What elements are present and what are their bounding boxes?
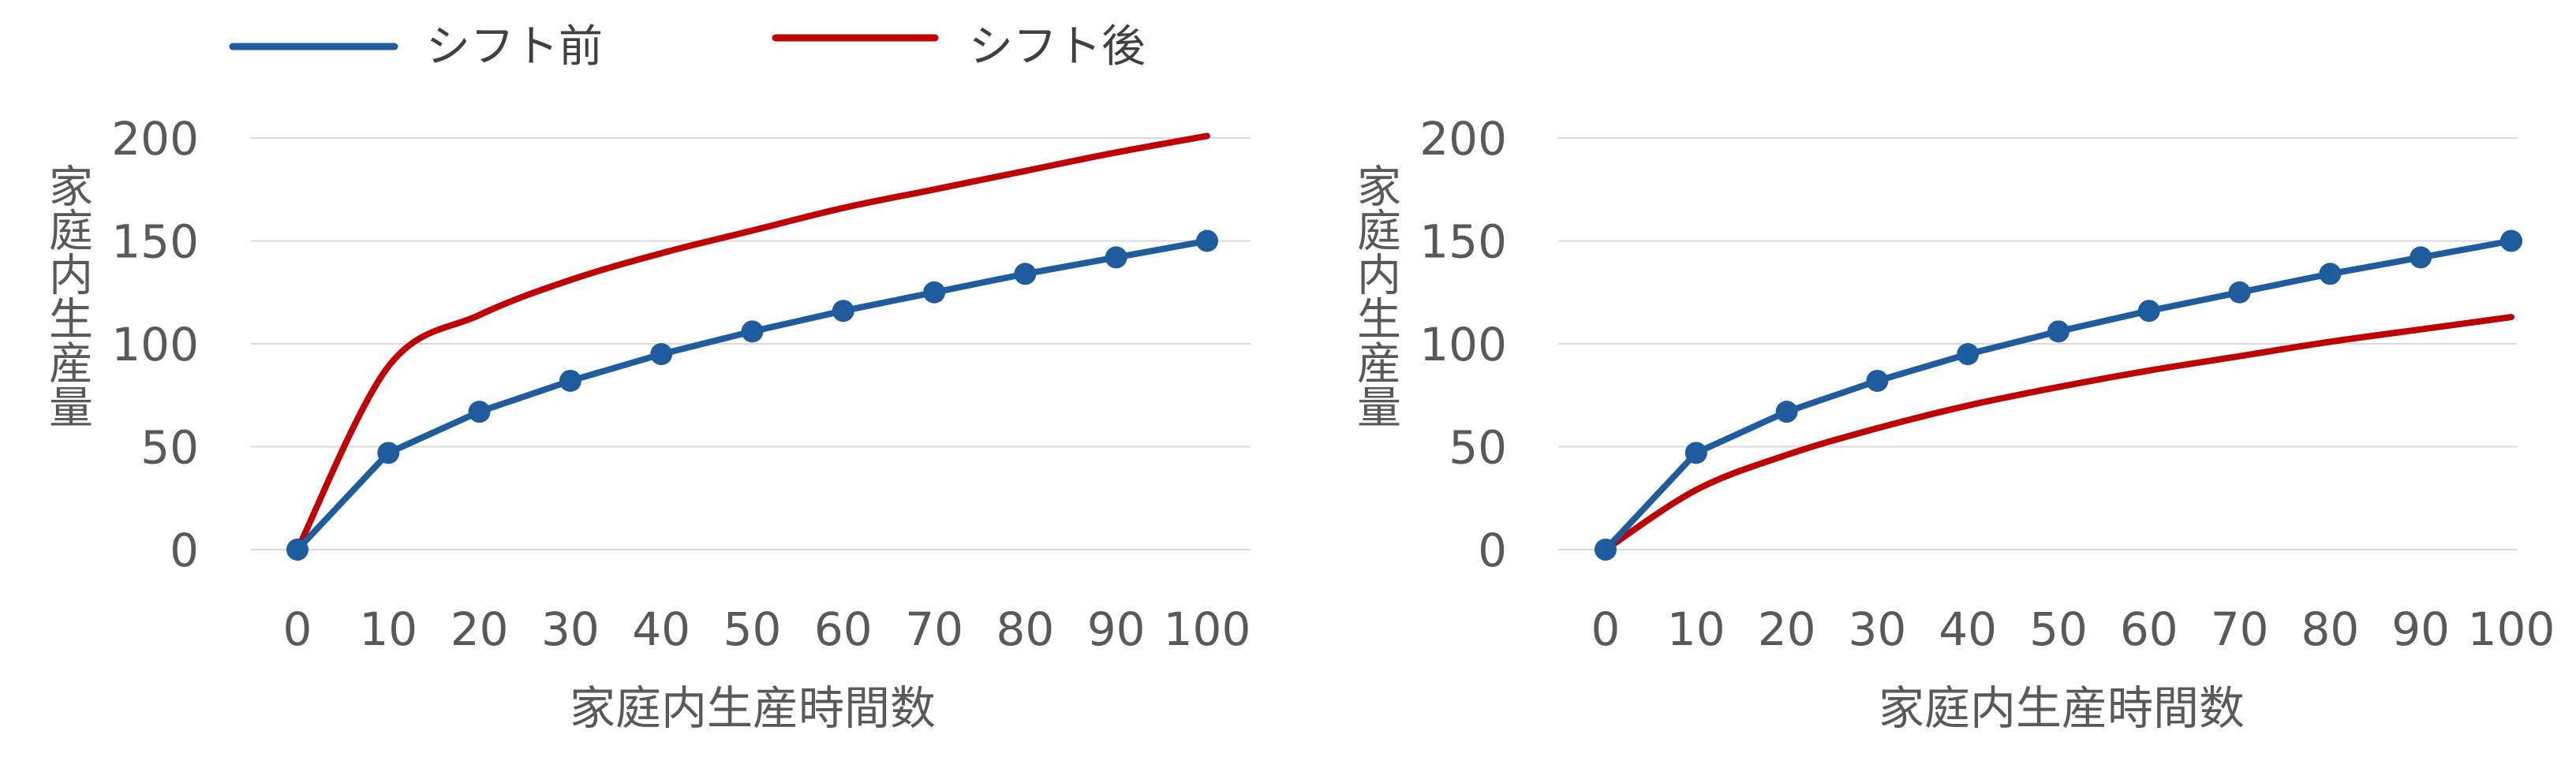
chart-left-series bbox=[286, 132, 1218, 561]
chart-right-x-tick-70: 70 bbox=[2211, 602, 2269, 656]
chart-right-y-tick-50: 50 bbox=[1449, 421, 1507, 475]
chart-right-series-before-line bbox=[1602, 237, 2514, 553]
chart-left-series-before-point-30 bbox=[559, 369, 581, 392]
chart-right-series-before-point-30 bbox=[1866, 369, 1889, 392]
legend-label-after: シフト後 bbox=[969, 21, 1146, 73]
chart-left-x-tick-40: 40 bbox=[632, 602, 690, 656]
chart-left-x-tick-70: 70 bbox=[905, 602, 963, 656]
chart-left-x-tick-80: 80 bbox=[996, 602, 1054, 656]
chart-right-series-before-point-40 bbox=[1957, 343, 1980, 366]
chart-left-series-before-line bbox=[294, 237, 1210, 553]
chart-right-series-before-point-60 bbox=[2137, 300, 2160, 323]
legend-label-before: シフト前 bbox=[426, 21, 603, 73]
chart-left-x-tick-90: 90 bbox=[1087, 602, 1146, 656]
chart-left-x-tick-labels: 0 10 20 30 40 50 60 70 80 90 100 bbox=[283, 602, 1251, 656]
chart-left-x-tick-20: 20 bbox=[451, 602, 509, 656]
chart-right-x-tick-80: 80 bbox=[2301, 602, 2359, 656]
chart-right-x-tick-20: 20 bbox=[1758, 602, 1816, 656]
chart-right-x-axis-title: 家庭内生産時間数 bbox=[1879, 681, 2245, 735]
chart-right-series-before-point-10 bbox=[1684, 442, 1707, 464]
chart-left-y-tick-50: 50 bbox=[140, 421, 199, 475]
chart-left-x-tick-60: 60 bbox=[814, 602, 873, 656]
chart-left-series-before-point-50 bbox=[741, 320, 764, 343]
chart-left-series-before-point-60 bbox=[832, 300, 854, 323]
chart-left: 0 50 100 150 200 0 10 20 30 40 50 60 70 80 90 100 家庭内生… bbox=[42, 112, 1251, 735]
chart-right-x-tick-90: 90 bbox=[2391, 602, 2450, 656]
chart-right-y-tick-labels: 0 50 100 150 200 bbox=[1419, 112, 1507, 577]
chart-right: 0 50 100 150 200 0 10 20 30 40 50 60 70 80 90 100 家庭内生… bbox=[1350, 112, 2555, 735]
chart-left-gridlines bbox=[251, 137, 1251, 550]
chart-right-x-tick-60: 60 bbox=[2120, 602, 2178, 656]
chart-right-y-axis-title: 家庭内生産量 bbox=[1350, 163, 1401, 428]
chart-left-series-before-point-90 bbox=[1105, 246, 1127, 269]
chart-left-y-tick-200: 200 bbox=[111, 112, 199, 166]
chart-right-x-tick-10: 10 bbox=[1667, 602, 1725, 656]
chart-left-series-before-point-10 bbox=[377, 442, 400, 464]
chart-left-y-tick-100: 100 bbox=[111, 318, 199, 371]
chart-right-x-tick-40: 40 bbox=[1939, 602, 1997, 656]
chart-right-series-before-point-90 bbox=[2410, 246, 2432, 269]
chart-left-series-before-point-100 bbox=[1196, 229, 1218, 252]
chart-left-y-tick-0: 0 bbox=[170, 524, 199, 577]
chart-right-y-tick-0: 0 bbox=[1478, 524, 1507, 577]
chart-right-series-before-point-100 bbox=[2500, 229, 2522, 252]
chart-left-x-tick-10: 10 bbox=[359, 602, 417, 656]
chart-right-series bbox=[1595, 229, 2522, 561]
chart-left-x-tick-30: 30 bbox=[541, 602, 600, 656]
chart-left-series-before-point-0 bbox=[286, 539, 308, 561]
chart-left-series-before-point-40 bbox=[650, 343, 673, 366]
chart-left-series-before-point-20 bbox=[468, 401, 491, 423]
chart-right-x-tick-30: 30 bbox=[1848, 602, 1906, 656]
chart-right-series-before-point-70 bbox=[2228, 281, 2251, 304]
legend: シフト前 シフト後 bbox=[229, 21, 1146, 73]
chart-right-series-after-line bbox=[1602, 314, 2514, 553]
chart-right-x-tick-labels: 0 10 20 30 40 50 60 70 80 90 100 bbox=[1591, 602, 2555, 656]
chart-left-series-before-point-80 bbox=[1014, 263, 1037, 285]
chart-right-series-before-point-80 bbox=[2319, 263, 2342, 285]
chart-left-series-after-line bbox=[294, 132, 1210, 553]
chart-left-y-tick-labels: 0 50 100 150 200 bbox=[111, 112, 199, 577]
chart-right-y-tick-100: 100 bbox=[1419, 318, 1507, 371]
chart-left-x-tick-0: 0 bbox=[283, 602, 312, 656]
chart-left-y-axis-title: 家庭内生産量 bbox=[42, 163, 93, 428]
chart-right-series-before-point-50 bbox=[2047, 320, 2069, 343]
chart-right-series-before-point-20 bbox=[1775, 401, 1798, 423]
chart-right-y-tick-150: 150 bbox=[1419, 215, 1507, 269]
chart-right-series-before-point-0 bbox=[1595, 539, 1617, 561]
chart-right-x-tick-50: 50 bbox=[2029, 602, 2088, 656]
chart-left-x-tick-50: 50 bbox=[723, 602, 782, 656]
chart-left-x-tick-100: 100 bbox=[1164, 602, 1251, 656]
chart-left-series-before-point-70 bbox=[923, 281, 946, 304]
chart-right-gridlines bbox=[1558, 137, 2517, 550]
chart-right-x-tick-0: 0 bbox=[1591, 602, 1621, 656]
chart-right-y-tick-200: 200 bbox=[1419, 112, 1507, 166]
chart-left-y-tick-150: 150 bbox=[111, 215, 199, 269]
chart-right-x-tick-100: 100 bbox=[2468, 602, 2555, 656]
chart-left-x-axis-title: 家庭内生産時間数 bbox=[570, 681, 936, 735]
